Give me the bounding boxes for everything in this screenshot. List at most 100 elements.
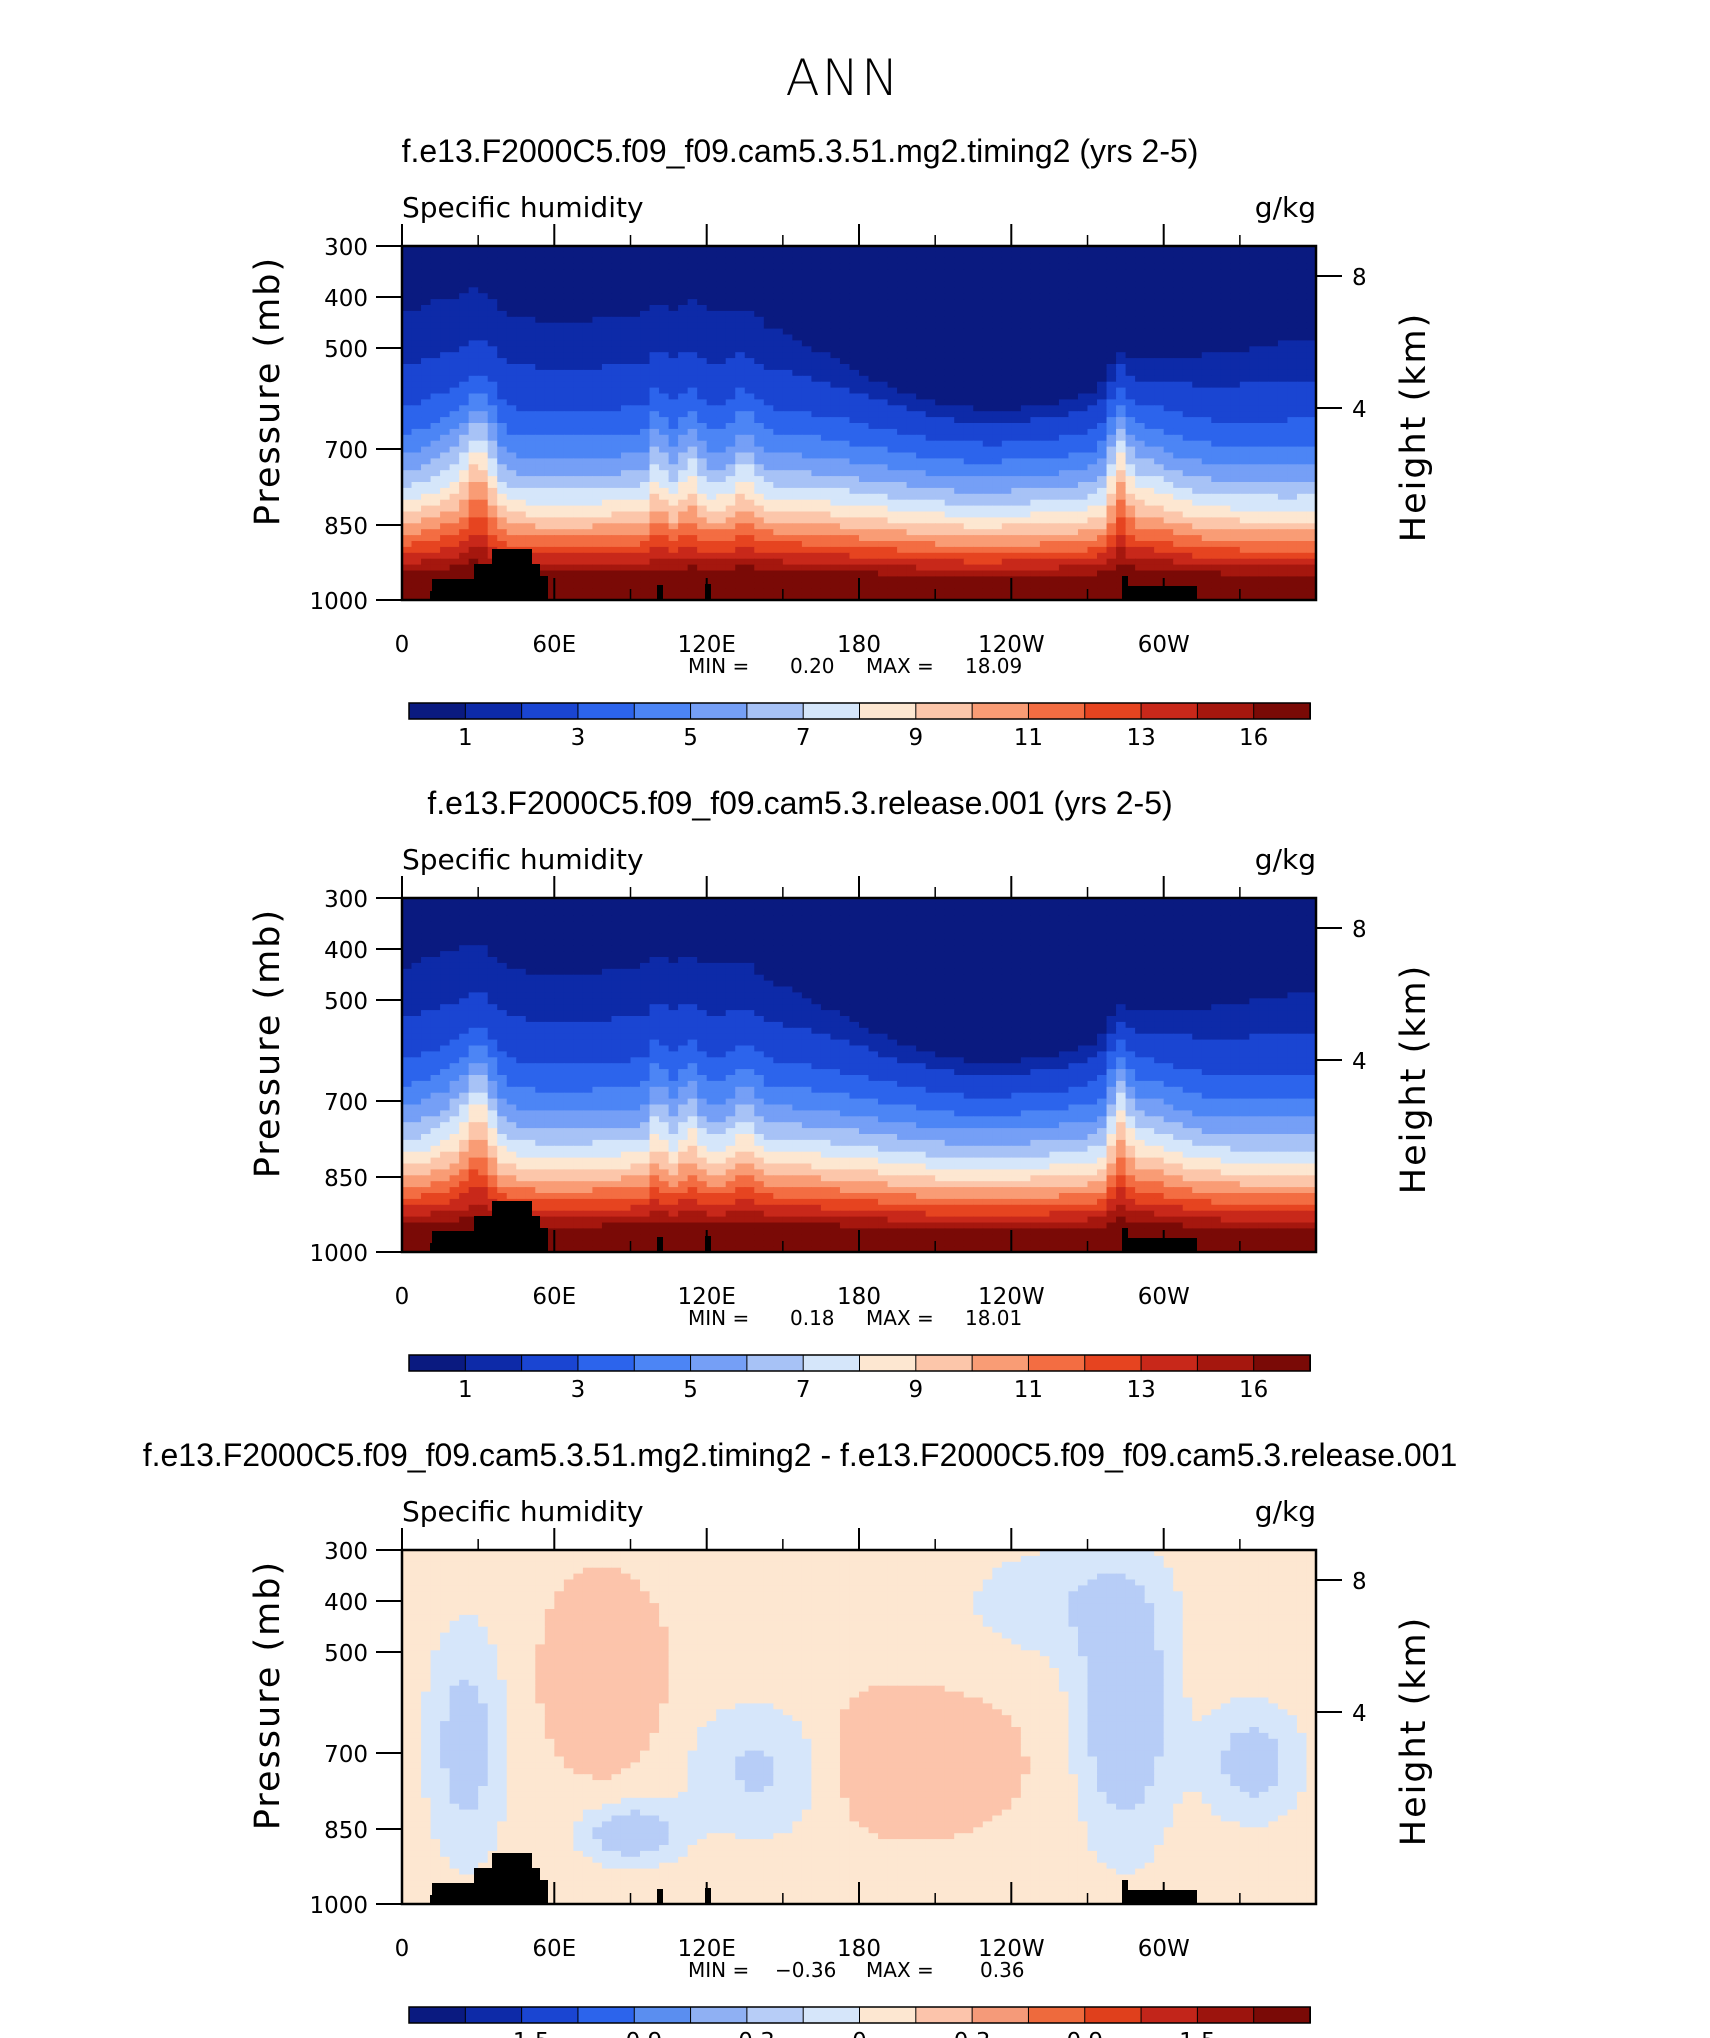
field-cell xyxy=(1296,369,1308,377)
field-cell xyxy=(735,257,746,265)
field-cell xyxy=(1220,381,1231,389)
field-cell xyxy=(535,405,546,412)
field-cell xyxy=(1201,517,1212,524)
field-cell xyxy=(706,393,717,400)
field-cell xyxy=(620,352,632,359)
field-cell xyxy=(1097,293,1108,300)
field-cell xyxy=(801,364,812,371)
field-cell xyxy=(716,263,727,271)
field-cell xyxy=(725,352,736,359)
field-cell xyxy=(1011,299,1022,306)
field-cell xyxy=(678,411,689,418)
field-cell xyxy=(868,310,879,318)
field-cell xyxy=(1144,246,1155,253)
field-cell xyxy=(430,263,441,271)
field-cell xyxy=(1154,464,1165,471)
field-cell xyxy=(849,411,860,418)
field-cell xyxy=(563,511,574,518)
field-cell xyxy=(487,305,498,312)
field-cell xyxy=(811,293,822,300)
field-cell xyxy=(1211,464,1222,471)
field-cell xyxy=(839,458,851,465)
field-cell xyxy=(1039,511,1051,518)
field-cell xyxy=(1077,281,1089,288)
field-cell xyxy=(1135,322,1146,330)
field-cell xyxy=(563,458,574,465)
field-cell xyxy=(554,476,565,483)
field-cell xyxy=(1220,340,1231,347)
field-cell xyxy=(1277,434,1289,442)
field-cell xyxy=(830,523,841,530)
field-cell xyxy=(620,464,632,471)
field-cell xyxy=(1182,322,1193,330)
field-cell xyxy=(897,434,908,442)
field-cell xyxy=(1173,511,1184,518)
field-cell xyxy=(421,546,432,554)
field-cell xyxy=(535,369,546,377)
field-cell xyxy=(573,352,584,359)
field-cell xyxy=(687,352,698,359)
field-cell xyxy=(811,446,822,454)
field-cell xyxy=(582,251,594,259)
field-cell xyxy=(506,434,517,442)
field-cell xyxy=(554,541,565,548)
field-cell xyxy=(668,346,679,353)
field-cell xyxy=(468,352,479,359)
field-cell xyxy=(640,541,651,548)
field-cell xyxy=(459,346,470,353)
field-cell xyxy=(478,470,489,477)
field-cell xyxy=(421,476,432,483)
field-cell xyxy=(1182,411,1193,418)
field-cell xyxy=(820,523,832,530)
field-cell xyxy=(1097,405,1108,412)
field-cell xyxy=(992,428,1003,436)
field-cell xyxy=(1230,493,1241,501)
field-cell xyxy=(1296,446,1308,454)
field-cell xyxy=(1230,316,1241,324)
field-cell xyxy=(839,246,851,253)
field-cell xyxy=(706,541,717,548)
field-cell xyxy=(830,546,841,554)
field-cell xyxy=(1192,322,1203,330)
field-cell xyxy=(649,305,660,312)
field-cell xyxy=(782,393,793,400)
field-cell xyxy=(1239,287,1250,294)
field-cell xyxy=(487,452,498,459)
field-cell xyxy=(1163,423,1174,430)
field-cell xyxy=(1306,417,1317,424)
field-cell xyxy=(725,476,736,483)
field-cell xyxy=(554,440,565,448)
field-cell xyxy=(830,287,841,294)
field-cell xyxy=(506,440,517,448)
field-cell xyxy=(506,405,517,412)
field-cell xyxy=(1125,287,1136,294)
field-cell xyxy=(944,411,955,418)
field-cell xyxy=(782,251,793,259)
field-cell xyxy=(982,428,993,436)
field-cell xyxy=(1154,423,1165,430)
field-cell xyxy=(1077,458,1089,465)
field-cell xyxy=(801,411,812,418)
field-cell xyxy=(944,287,955,294)
field-cell xyxy=(573,281,584,288)
field-cell xyxy=(1220,541,1231,548)
field-cell xyxy=(1125,470,1136,477)
field-cell xyxy=(897,476,908,483)
field-cell xyxy=(1135,287,1146,294)
field-cell xyxy=(811,257,822,265)
field-cell xyxy=(925,328,936,336)
field-cell xyxy=(449,246,460,253)
field-cell xyxy=(1182,328,1193,336)
field-cell xyxy=(440,464,451,471)
field-cell xyxy=(1182,446,1193,454)
field-cell xyxy=(1287,411,1298,418)
field-cell xyxy=(735,535,746,542)
field-cell xyxy=(716,305,727,312)
field-cell xyxy=(1020,458,1031,465)
field-cell xyxy=(640,281,651,288)
field-cell xyxy=(725,482,736,489)
field-cell xyxy=(659,411,670,418)
field-cell xyxy=(887,269,898,277)
field-cell xyxy=(1306,369,1317,377)
field-cell xyxy=(859,464,870,471)
